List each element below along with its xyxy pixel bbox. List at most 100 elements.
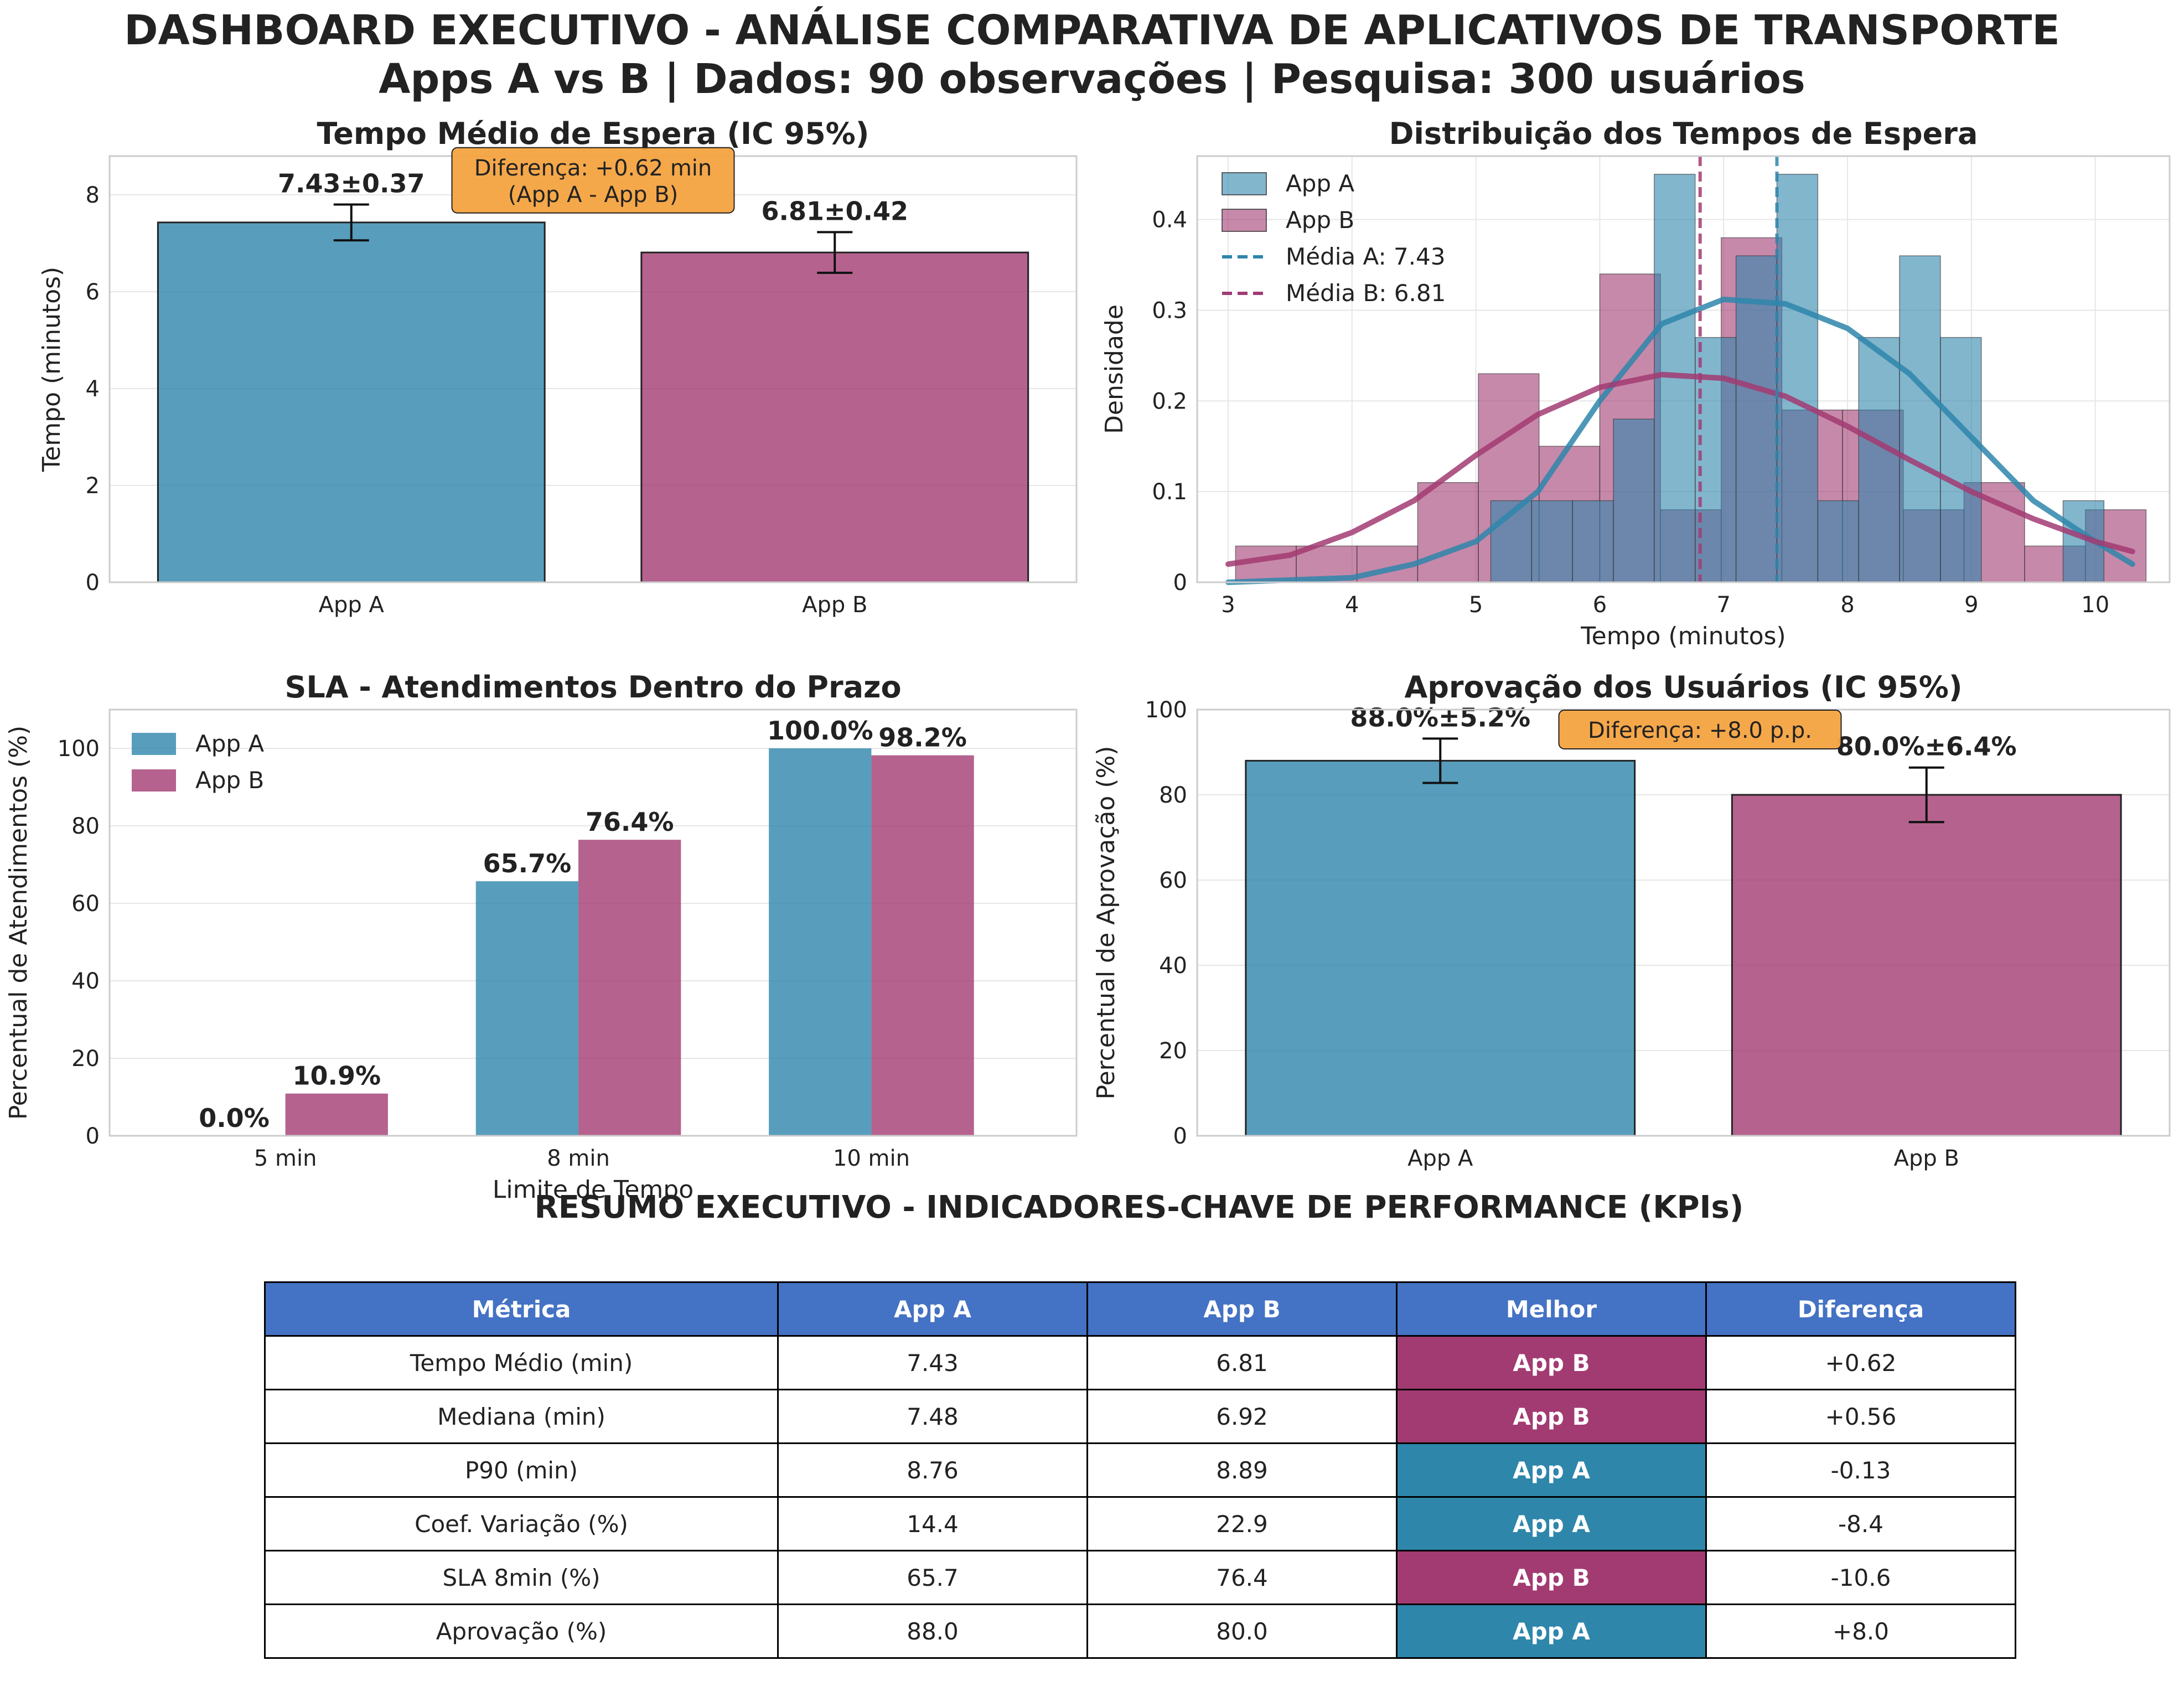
y-tick-label: 0 — [1173, 1124, 1187, 1149]
y-tick-label: 0 — [86, 1124, 100, 1149]
kpi-best-cell: App A — [1396, 1442, 1707, 1498]
chart-sla: 0 20 40 60 80 100 5 min 8 min 10 min SLA - Atendi… — [4, 670, 1078, 1204]
value-label: 76.4% — [586, 807, 674, 837]
kpi-cell: 8.89 — [1086, 1442, 1398, 1498]
chart-approval: 0 20 40 60 80 100 App A App B Aprovação dos Usuá… — [1092, 670, 2171, 1171]
bar-b — [871, 755, 974, 1136]
hist-bin-a — [1940, 337, 1982, 583]
kpi-body: Tempo Médio (min) 7.43 6.81 App B +0.62 Media… — [264, 1335, 2016, 1659]
kpi-header-cell: App B — [1086, 1281, 1398, 1337]
table-row: Coef. Variação (%) 14.4 22.9 App A -8.4 — [264, 1496, 2016, 1551]
annotation-box — [1558, 710, 1842, 749]
bar-b — [578, 840, 681, 1136]
x-tick-label: 6 — [1593, 592, 1607, 618]
x-axis-label: Tempo (minutos) — [1580, 622, 1786, 650]
value-label: 10.9% — [292, 1061, 381, 1091]
value-label: 80.0%±6.4% — [1836, 732, 2017, 762]
y-tick-label: 80 — [1159, 783, 1187, 808]
y-tick-label: 6 — [86, 280, 100, 305]
legend-label: App B — [1286, 206, 1354, 234]
y-tick-label: 2 — [86, 473, 100, 499]
kpi-cell: 8.76 — [777, 1442, 1088, 1498]
x-tick-label: 10 — [2081, 592, 2109, 618]
y-tick-label: 40 — [1159, 953, 1187, 979]
legend-label: App A — [1286, 170, 1354, 197]
kpi-cell: 14.4 — [777, 1496, 1088, 1551]
kpi-cell: 65.7 — [777, 1550, 1088, 1605]
bar-app-a — [157, 221, 546, 583]
kpi-cell: +0.62 — [1705, 1335, 2016, 1390]
y-tick-label: 40 — [71, 969, 100, 994]
y-tick-label: 0.2 — [1152, 389, 1187, 414]
y-tick-label: 0 — [1173, 570, 1187, 596]
kpi-cell: 6.92 — [1086, 1389, 1398, 1444]
y-tick-label: 20 — [71, 1046, 100, 1072]
kpi-cell: +0.56 — [1705, 1389, 2016, 1444]
y-tick-label: 100 — [58, 736, 100, 762]
value-label: 98.2% — [878, 723, 967, 753]
legend-label: Média B: 6.81 — [1286, 280, 1446, 307]
kpi-best-cell: App A — [1396, 1496, 1707, 1551]
hist-bin-a — [1735, 255, 1778, 583]
dashboard-subtitle: Apps A vs B | Dados: 90 observações | Pe… — [379, 55, 1805, 103]
bar-app-a — [1245, 759, 1636, 1137]
kpi-best-cell: App A — [1396, 1603, 1707, 1659]
y-tick-label: 4 — [86, 376, 100, 402]
chart-title: Tempo Médio de Espera (IC 95%) — [317, 116, 870, 151]
y-axis-label: Percentual de Aprovação (%) — [1092, 746, 1120, 1100]
kpi-cell: 88.0 — [777, 1603, 1088, 1659]
kde-curve-a — [1225, 296, 2135, 585]
table-row: Tempo Médio (min) 7.43 6.81 App B +0.62 — [264, 1335, 2016, 1390]
x-tick-label: App B — [1894, 1146, 1959, 1171]
value-label: 6.81±0.42 — [761, 196, 908, 226]
chart-title: SLA - Atendimentos Dentro do Prazo — [284, 670, 901, 705]
kpi-header-cell: App A — [777, 1281, 1088, 1337]
x-tick-label: App A — [1407, 1146, 1473, 1171]
kpi-best-cell: App B — [1396, 1389, 1707, 1444]
chart-dist: 0 0.1 0.2 0.3 0.4 3 4 5 6 7 8 9 10 Distribuição dos T… — [1100, 116, 2171, 650]
kpi-header-cell: Diferença — [1705, 1281, 2016, 1337]
legend-swatch — [1222, 209, 1267, 232]
y-axis-label: Percentual de Atendimentos (%) — [4, 726, 33, 1120]
x-tick-label: App A — [319, 592, 385, 618]
kpi-table: Métrica App A App B Melhor Diferença Tempo M… — [264, 1281, 2016, 1659]
bar-b — [285, 1093, 388, 1136]
chart-title: Distribuição dos Tempos de Espera — [1389, 116, 1978, 151]
plot-frame — [108, 708, 1078, 1137]
kpi-cell: 80.0 — [1086, 1603, 1398, 1659]
kpi-cell: Aprovação (%) — [264, 1603, 779, 1659]
y-tick-label: 20 — [1159, 1038, 1187, 1064]
x-axis-label: Limite de Tempo — [493, 1176, 694, 1204]
x-tick-label: App B — [802, 592, 867, 618]
hist-bin-a — [1817, 500, 1859, 583]
hist-bin-a — [1531, 500, 1573, 583]
kpi-cell: Mediana (min) — [264, 1389, 779, 1444]
kpi-cell: P90 (min) — [264, 1442, 779, 1498]
legend-swatch — [132, 733, 176, 755]
table-row: Aprovação (%) 88.0 80.0 App A +8.0 — [264, 1603, 2016, 1659]
y-tick-label: 60 — [71, 891, 100, 917]
x-tick-label: 7 — [1717, 592, 1731, 618]
hist-bin-b — [1417, 482, 1479, 583]
chart-wait: 0 2 4 6 8 App A App B Tempo Médio de Espera (IC… — [38, 116, 1078, 618]
kpi-cell: 7.48 — [777, 1389, 1088, 1444]
hist-bin-a — [1613, 418, 1655, 583]
legend: App A App B — [132, 730, 264, 794]
annotation-text: (App A - App B) — [508, 182, 679, 208]
x-tick-label: 8 — [1840, 592, 1854, 618]
value-label: 0.0% — [199, 1103, 270, 1133]
x-tick-label: 5 min — [254, 1146, 317, 1171]
value-label: 7.43±0.37 — [278, 169, 425, 199]
hist-bin-a — [1858, 337, 1900, 583]
kpi-best-cell: App B — [1396, 1550, 1707, 1605]
x-tick-label: 3 — [1221, 592, 1235, 618]
y-tick-label: 8 — [86, 183, 100, 208]
annotation-text: Diferença: +0.62 min — [474, 156, 712, 181]
kpi-cell: +8.0 — [1705, 1603, 2016, 1659]
bar-a — [769, 748, 872, 1136]
legend-label: App B — [195, 767, 264, 794]
legend-swatch — [132, 769, 176, 792]
plot-frame — [1196, 155, 2171, 583]
kpi-best-cell: App B — [1396, 1335, 1707, 1390]
